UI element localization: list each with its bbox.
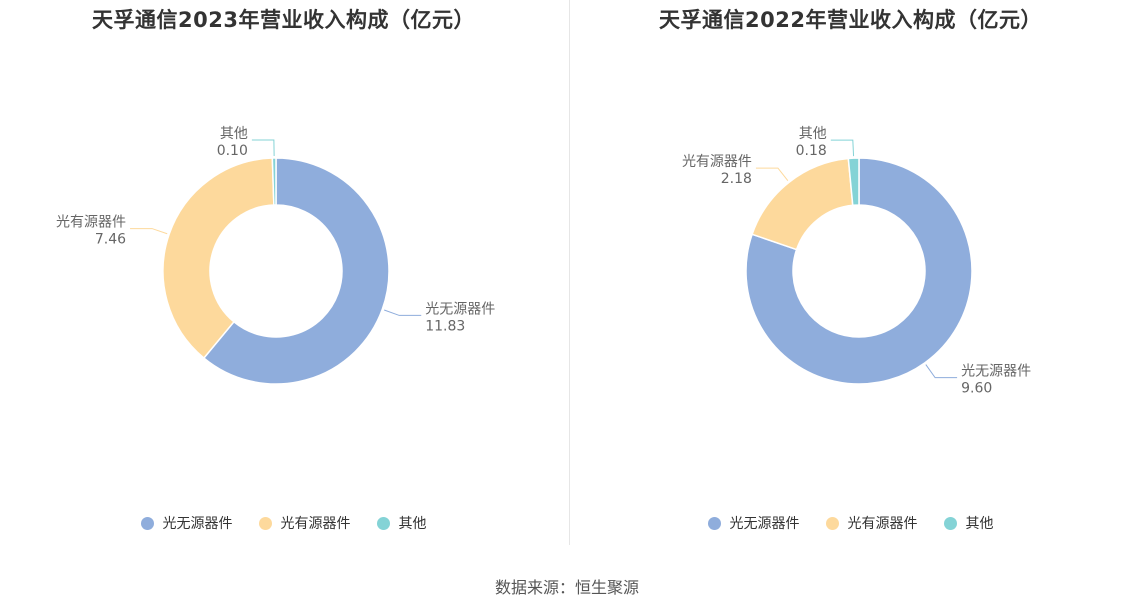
chart-panel-2022: 天孚通信2022年营业收入构成（亿元） 光无源器件 9.60 光有源器件 2.18 其他… [567,0,1134,560]
legend-label-passive: 光无源器件 [162,516,233,532]
legend-item-passive[interactable]: 光无源器件 [707,513,800,533]
chart-title-2022: 天孚通信2022年营业收入构成（亿元） [659,8,1042,32]
slice-other[interactable] [271,157,277,206]
slice-value-passive: 9.60 [961,381,992,397]
slice-label-active: 光有源器件 [682,154,752,170]
legend-marker-passive [140,516,154,530]
chart-panel-2023: 天孚通信2023年营业收入构成（亿元） 光无源器件 11.83 光有源器件 7.46 其… [0,0,567,560]
slice-other[interactable] [847,157,860,207]
legend-item-active[interactable]: 光有源器件 [825,513,918,533]
slice-label-active: 光有源器件 [56,215,126,231]
slice-label-other: 其他 [799,126,827,142]
leader-line-passive [925,364,958,379]
legend-item-active[interactable]: 光有源器件 [258,513,351,533]
leader-line-active [130,228,168,235]
legend-marker-passive [707,516,721,530]
legend-2022: 光无源器件 光有源器件 其他 [567,513,1134,533]
legend-label-active: 光有源器件 [847,516,918,532]
legend-label-other: 其他 [965,516,994,532]
legend-2023: 光无源器件 光有源器件 其他 [0,513,567,533]
legend-marker-other [943,516,957,530]
data-source-note: 数据来源：恒生聚源 [494,578,639,597]
slice-label-passive: 光无源器件 [425,301,495,317]
legend-marker-active [258,516,272,530]
leader-line-passive [384,309,422,316]
legend-label-other: 其他 [398,516,427,532]
slice-passive[interactable] [202,157,390,385]
slice-value-passive: 11.83 [425,318,465,334]
legend-marker-active [825,516,839,530]
leader-line-active [755,167,789,181]
panel-divider [569,0,570,545]
chart-title-2023: 天孚通信2023年营业收入构成（亿元） [92,8,475,32]
slice-active[interactable] [751,157,854,251]
slice-label-passive: 光无源器件 [961,364,1031,380]
slice-passive[interactable] [745,157,973,385]
slice-value-other: 0.10 [217,143,248,159]
legend-item-passive[interactable]: 光无源器件 [140,513,233,533]
legend-label-active: 光有源器件 [280,516,351,532]
slice-active[interactable] [162,157,275,360]
slice-value-active: 2.18 [721,171,752,187]
legend-marker-other [376,516,390,530]
slice-label-other: 其他 [220,126,248,142]
legend-item-other[interactable]: 其他 [376,513,427,533]
legend-item-other[interactable]: 其他 [943,513,994,533]
leader-line-other [251,139,275,157]
slice-value-other: 0.18 [796,143,827,159]
legend-label-passive: 光无源器件 [729,516,800,532]
slice-value-active: 7.46 [95,232,126,248]
leader-line-other [830,139,855,157]
